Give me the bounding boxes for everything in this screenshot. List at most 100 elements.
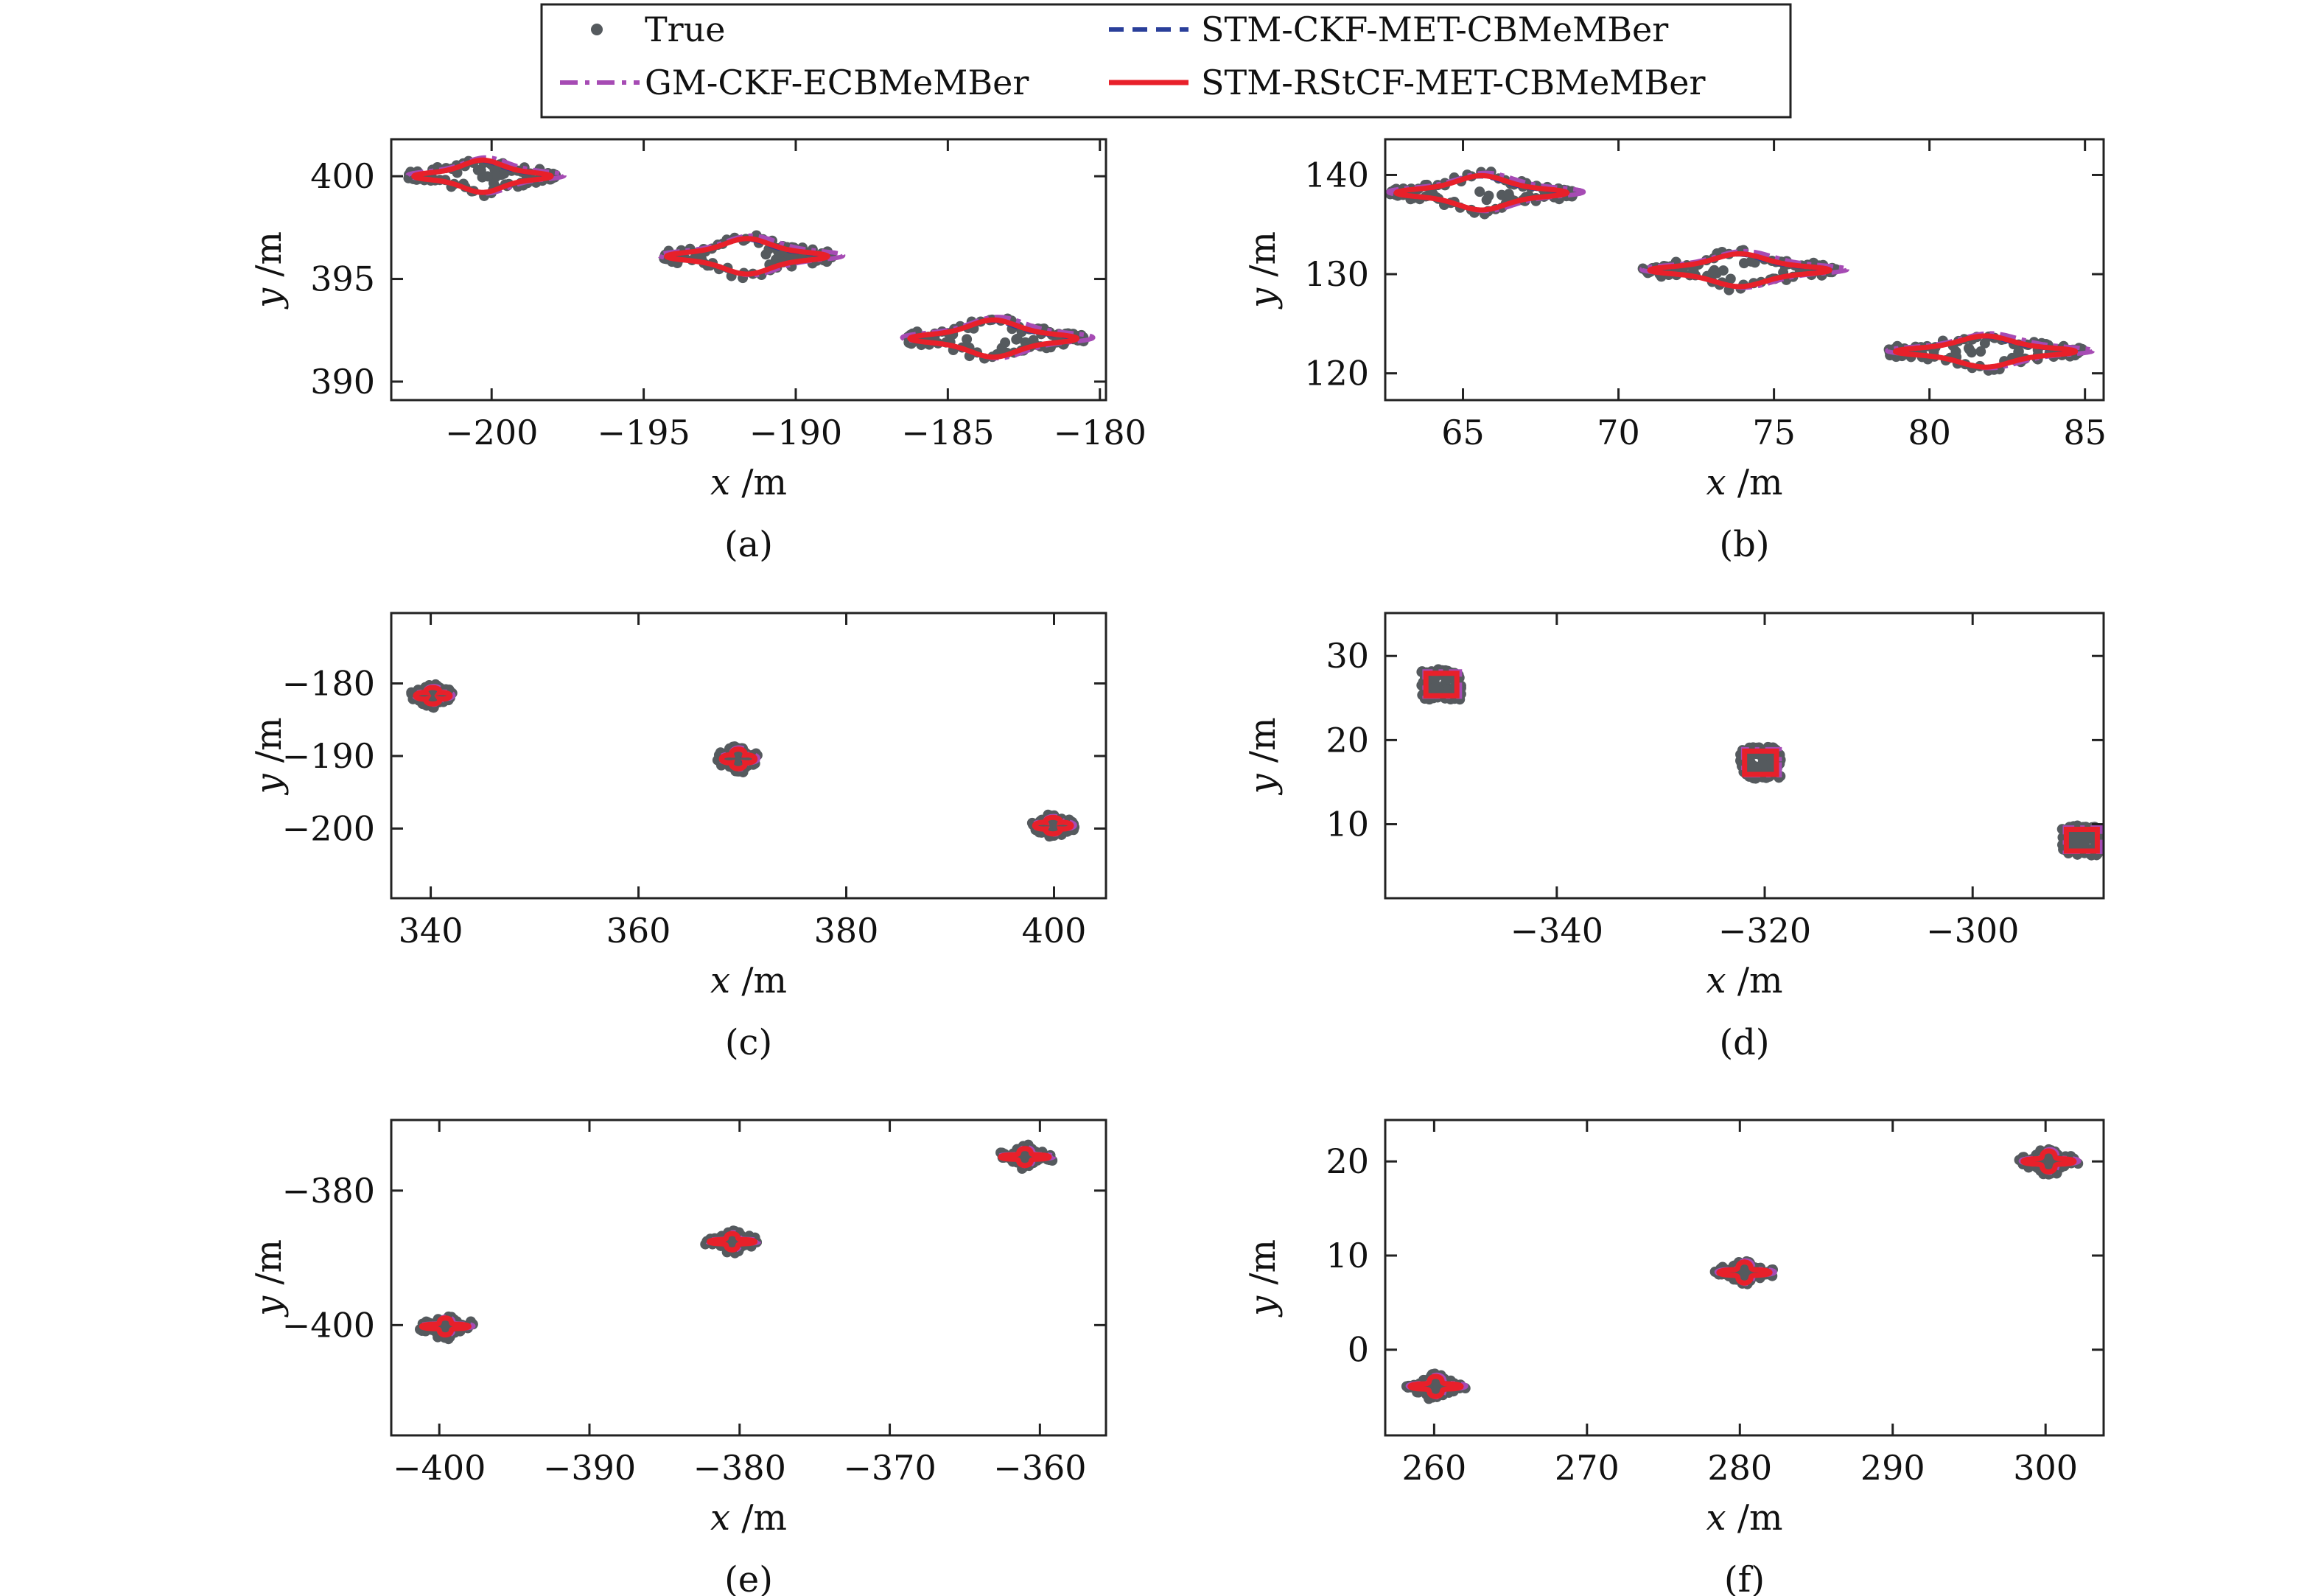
true-point	[1725, 273, 1736, 284]
estimate-gm-ckf-ecbmember	[1885, 331, 2096, 371]
x-axis-label: x /m	[710, 960, 787, 1001]
target-2	[657, 230, 846, 284]
true-point	[1718, 265, 1729, 276]
y-tick-label: 120	[1304, 354, 1369, 393]
x-tick-label: 75	[1752, 413, 1796, 452]
true-point	[1474, 186, 1485, 197]
plot-area	[415, 1139, 1058, 1345]
x-tick-label: 360	[606, 911, 671, 951]
plot-frame	[1384, 612, 2105, 900]
x-tick-label: 85	[2063, 413, 2107, 452]
panel-d: −340 −320 −300 10 20 30 x /m y /m (d)	[1242, 612, 2105, 1063]
estimate-stm-rstcf-met-cbmember	[1423, 671, 1460, 699]
y-tick-label: 10	[1326, 805, 1369, 844]
target-2	[700, 1225, 763, 1259]
true-point	[962, 334, 973, 345]
legend-label-gm_ckf: GM-CKF-ECBMeMBer	[645, 63, 1029, 102]
x-tick-label: 270	[1555, 1448, 1620, 1488]
panel-label: (e)	[724, 1559, 773, 1596]
x-tick-label: 65	[1441, 413, 1485, 452]
panel-label: (b)	[1719, 524, 1769, 565]
panel-c: 340 360 380 400 −180 −190 −200 x /m y /m (c)	[248, 612, 1107, 1063]
x-tick-label: 80	[1908, 413, 1951, 452]
target-1	[1416, 664, 1466, 705]
target-1	[415, 1311, 478, 1345]
y-axis-label: y /m	[1242, 717, 1284, 795]
y-tick-label: −380	[282, 1171, 375, 1211]
legend-label-stm_ckf: STM-CKF-MET-CBMeMBer	[1201, 10, 1668, 49]
legend-label-true: True	[645, 10, 726, 49]
true-point	[1012, 333, 1023, 344]
y-tick-label: 390	[310, 362, 375, 402]
x-tick-label: −340	[1510, 911, 1603, 951]
true-point	[2087, 831, 2098, 842]
target-2	[1637, 245, 1849, 295]
estimate-gm-ckf-ecbmember	[1639, 248, 1849, 290]
x-tick-label: −360	[993, 1448, 1086, 1488]
x-tick-label: 380	[814, 911, 879, 951]
x-tick-label: 400	[1022, 911, 1087, 951]
plot-area	[1385, 167, 2096, 376]
panel-label: (d)	[1719, 1022, 1769, 1063]
x-tick-label: −195	[597, 413, 690, 452]
x-tick-label: −320	[1718, 911, 1811, 951]
x-axis-label: x /m	[710, 1497, 787, 1539]
x-tick-label: 70	[1597, 413, 1640, 452]
plot-frame	[1384, 138, 2105, 402]
estimate-stm-rstcf-met-cbmember	[663, 236, 831, 277]
y-tick-label: 400	[310, 156, 375, 196]
y-tick-label: 0	[1348, 1330, 1369, 1370]
estimate-stm-rstcf-met-cbmember	[998, 1146, 1052, 1169]
true-point	[472, 164, 483, 175]
estimate-stm-rstcf-met-cbmember	[1742, 748, 1779, 777]
true-point	[482, 171, 493, 182]
plot-area	[403, 155, 1096, 364]
true-point	[1964, 344, 1975, 355]
panel-a: −200 −195 −190 −185 −180 390 395 400 x /m y /m (a)	[248, 138, 1147, 565]
x-tick-label: 260	[1401, 1448, 1466, 1488]
target-2	[1709, 1256, 1779, 1289]
true-point	[1979, 337, 1990, 349]
target-1	[403, 155, 567, 201]
estimate-stm-rstcf-met-cbmember	[2063, 827, 2100, 854]
x-axis-label: x /m	[1706, 1497, 1782, 1539]
estimate-stm-rstcf-met-cbmember	[2020, 1148, 2077, 1175]
y-tick-label: 130	[1304, 254, 1369, 294]
target-1	[1385, 167, 1586, 220]
x-tick-label: −185	[901, 413, 994, 452]
estimate-stm-rstcf-met-cbmember	[1393, 172, 1570, 213]
target-3	[995, 1139, 1058, 1175]
y-axis-label: y /m	[1242, 231, 1284, 309]
estimate-stm-rstcf-met-cbmember	[419, 1315, 472, 1338]
y-tick-label: −200	[282, 808, 375, 848]
target-3	[2056, 820, 2104, 861]
true-point	[1442, 673, 1453, 685]
y-tick-label: −190	[282, 736, 375, 776]
estimate-stm-rstcf-met-cbmember	[1032, 814, 1074, 837]
x-tick-label: −370	[843, 1448, 936, 1488]
plot-frame	[1384, 1119, 2105, 1437]
x-tick-label: 300	[2013, 1448, 2078, 1488]
x-axis-label: x /m	[1706, 960, 1782, 1001]
x-axis-label: x /m	[710, 462, 787, 503]
plot-frame	[390, 1119, 1107, 1437]
legend-marker-true	[591, 24, 603, 35]
y-axis-label: y /m	[1242, 1239, 1284, 1317]
estimate-stm-rstcf-met-cbmember	[718, 746, 758, 771]
x-tick-label: −200	[445, 413, 538, 452]
true-point	[1429, 682, 1440, 693]
y-tick-label: 140	[1304, 155, 1369, 195]
estimate-stm-rstcf-met-cbmember	[1893, 333, 2079, 370]
legend-label-stm_rstcf: STM-RStCF-MET-CBMeMBer	[1201, 63, 1705, 102]
panel-e: −400 −390 −380 −370 −360 −380 −400 x /m y /m (e)	[248, 1119, 1107, 1596]
estimate-stm-rstcf-met-cbmember	[907, 317, 1079, 360]
true-point	[2070, 836, 2082, 847]
true-point	[1738, 258, 1749, 269]
panel-label: (a)	[724, 524, 773, 565]
y-axis-label: y /m	[248, 1239, 290, 1317]
estimate-stm-rstcf-met-cbmember	[413, 685, 453, 707]
x-tick-label: 340	[399, 911, 463, 951]
true-point	[2013, 346, 2024, 357]
target-2	[712, 741, 763, 777]
